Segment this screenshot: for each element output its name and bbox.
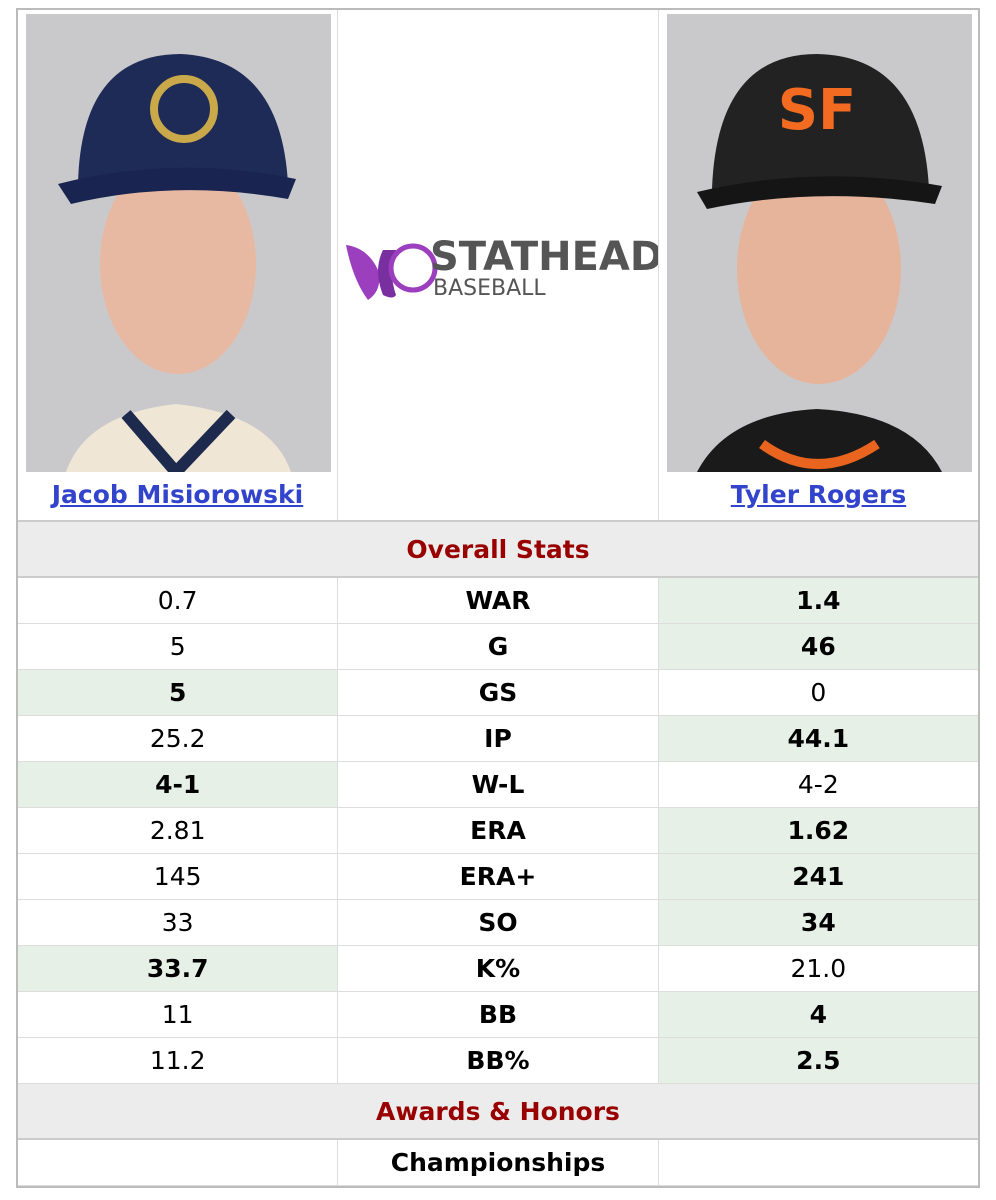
logo: STATHEAD BASEBALL (346, 234, 663, 301)
stat-row: 25.2 IP 44.1 (18, 716, 978, 762)
right-value: 44.1 (658, 716, 978, 761)
stat-name: ERA (338, 808, 659, 853)
right-value: 2.5 (658, 1038, 978, 1083)
right-value: 1.62 (658, 808, 978, 853)
left-value: 25.2 (18, 716, 339, 761)
stat-row: 33.7 K% 21.0 (18, 946, 978, 992)
left-value: 11 (18, 992, 339, 1037)
right-value: 1.4 (658, 578, 978, 623)
right-value: 34 (658, 900, 978, 945)
right-value: 241 (658, 854, 978, 899)
stat-name: Championships (338, 1140, 659, 1185)
left-value: 11.2 (18, 1038, 339, 1083)
photo-art (58, 54, 296, 472)
right-value (659, 1140, 978, 1185)
right-value: 0 (810, 678, 827, 707)
right-value: 46 (658, 624, 978, 669)
stat-name: IP (338, 716, 659, 761)
stat-row: 11.2 BB% 2.5 (18, 1038, 978, 1084)
stat-row: 5 GS 0 (18, 670, 978, 716)
left-value: 5 (18, 624, 339, 669)
left-value: 0.7 (18, 578, 339, 623)
stat-row: 2.81 ERA 1.62 (18, 808, 978, 854)
section-header: Overall Stats (18, 522, 978, 578)
stat-name: SO (338, 900, 659, 945)
player-photo: SF (667, 14, 972, 472)
stat-name: GS (338, 670, 659, 715)
logo-subtext: BASEBALL (433, 276, 546, 301)
stat-row: 4-1 W-L 4-2 (18, 762, 978, 808)
stat-row: 33 SO 34 (18, 900, 978, 946)
player-cell: SF Tyler Rogers (659, 10, 978, 520)
stat-name: ERA+ (338, 854, 659, 899)
logo-text: STATHEAD (430, 234, 658, 280)
left-value: 2.81 (18, 808, 339, 853)
header-row: Jacob Misiorowski STATHEAD BASEBALL SF (18, 10, 978, 522)
stat-row: 5 G 46 (18, 624, 978, 670)
player-cell: Jacob Misiorowski (18, 10, 338, 520)
stat-row: 145 ERA+ 241 (18, 854, 978, 900)
stat-name: WAR (338, 578, 659, 623)
logo-cell: STATHEAD BASEBALL (338, 10, 663, 520)
stat-row: 11 BB 4 (18, 992, 978, 1038)
right-value: 4-2 (797, 770, 839, 799)
right-value: 21.0 (790, 954, 847, 983)
photo-art: SF (697, 54, 942, 472)
stat-name: G (338, 624, 659, 669)
stat-row: Championships (18, 1140, 978, 1186)
player-name[interactable]: Jacob Misiorowski (51, 480, 304, 509)
section-header: Awards & Honors (18, 1084, 978, 1140)
left-value: 33 (18, 900, 339, 945)
left-value: 4-1 (18, 762, 339, 807)
stat-name: BB% (338, 1038, 659, 1083)
table-body: Overall Stats 0.7 WAR 1.4 5 G 46 5 GS 0 25.2 IP 44.1… (18, 522, 978, 1186)
right-value: 4 (658, 992, 978, 1037)
left-value: 5 (18, 670, 339, 715)
left-value (18, 1140, 339, 1185)
comparison-table: Jacob Misiorowski STATHEAD BASEBALL SF (16, 8, 980, 1188)
left-value: 145 (18, 854, 339, 899)
stat-name: W-L (338, 762, 659, 807)
stat-name: BB (338, 992, 659, 1037)
stat-row: 0.7 WAR 1.4 (18, 578, 978, 624)
svg-text:SF: SF (778, 78, 857, 143)
player-photo (26, 14, 331, 472)
player-name[interactable]: Tyler Rogers (730, 480, 907, 509)
left-value: 33.7 (18, 946, 339, 991)
stat-name: K% (338, 946, 659, 991)
